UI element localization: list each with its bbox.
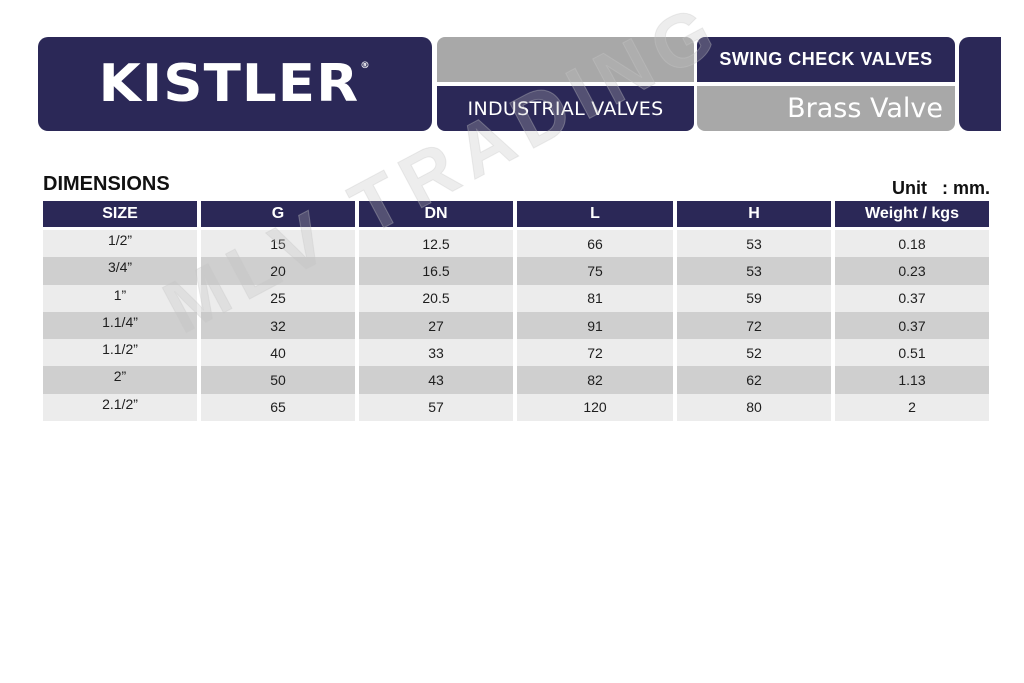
table-cell: 0.23: [835, 257, 989, 285]
dimensions-table: SIZE G DN L H Weight / kgs 1/2” 15 12.5 66 53 0.18 3…: [43, 201, 989, 422]
table-cell: 1.13: [835, 366, 989, 394]
brand-logo-panel: KISTLER®: [38, 37, 432, 131]
table-cell: 40: [201, 339, 355, 367]
section-title: DIMENSIONS: [43, 173, 170, 195]
table-cell: 53: [677, 230, 831, 258]
table-cell: 27: [359, 311, 513, 340]
table-cell: 43: [359, 366, 513, 394]
table-cell: 33: [359, 339, 513, 367]
table-cell: 57: [359, 393, 513, 422]
column-header: Weight / kgs: [835, 201, 989, 227]
brand-name: KISTLER: [98, 54, 360, 114]
column-header: H: [677, 201, 831, 227]
table-cell: 20: [201, 257, 355, 285]
table-cell: 91: [517, 311, 673, 340]
table-cell: 0.51: [835, 339, 989, 367]
table-cell: 75: [517, 257, 673, 285]
table-cell: 62: [677, 366, 831, 394]
size-cell: 1.1/4”: [43, 311, 197, 340]
table-cell: 52: [677, 339, 831, 367]
table-cell: 65: [201, 393, 355, 422]
table-cell: 82: [517, 366, 673, 394]
size-cell: 1”: [43, 284, 197, 312]
table-cell: 25: [201, 284, 355, 312]
table-cell: 66: [517, 230, 673, 258]
table-cell: 53: [677, 257, 831, 285]
category-label: INDUSTRIAL VALVES: [437, 86, 694, 131]
table-cell: 72: [677, 311, 831, 340]
header-spacer-panel: [437, 37, 694, 82]
table-cell: 0.37: [835, 311, 989, 340]
registered-mark: ®: [360, 61, 372, 71]
column-header: DN: [359, 201, 513, 227]
column-header: L: [517, 201, 673, 227]
table-cell: 12.5: [359, 230, 513, 258]
column-header: G: [201, 201, 355, 227]
unit-label: Unit : mm.: [892, 178, 990, 198]
material-label: Brass Valve: [697, 86, 955, 131]
table-cell: 50: [201, 366, 355, 394]
table-cell: 20.5: [359, 284, 513, 312]
table-cell: 16.5: [359, 257, 513, 285]
table-cell: 72: [517, 339, 673, 367]
table-cell: 15: [201, 230, 355, 258]
table-cell: 2: [835, 393, 989, 422]
header-end-tab: [959, 37, 1001, 131]
table-cell: 0.18: [835, 230, 989, 258]
size-cell: 2”: [43, 366, 197, 394]
table-cell: 120: [517, 393, 673, 422]
size-cell: 1.1/2”: [43, 339, 197, 367]
product-line-label: SWING CHECK VALVES: [697, 37, 955, 82]
table-cell: 32: [201, 311, 355, 340]
size-cell: 1/2”: [43, 230, 197, 258]
table-cell: 59: [677, 284, 831, 312]
brand-logo: KISTLER®: [99, 58, 371, 110]
size-cell: 3/4”: [43, 257, 197, 285]
column-header: SIZE: [43, 201, 197, 227]
table-cell: 81: [517, 284, 673, 312]
size-cell: 2.1/2”: [43, 393, 197, 422]
table-cell: 80: [677, 393, 831, 422]
table-cell: 0.37: [835, 284, 989, 312]
